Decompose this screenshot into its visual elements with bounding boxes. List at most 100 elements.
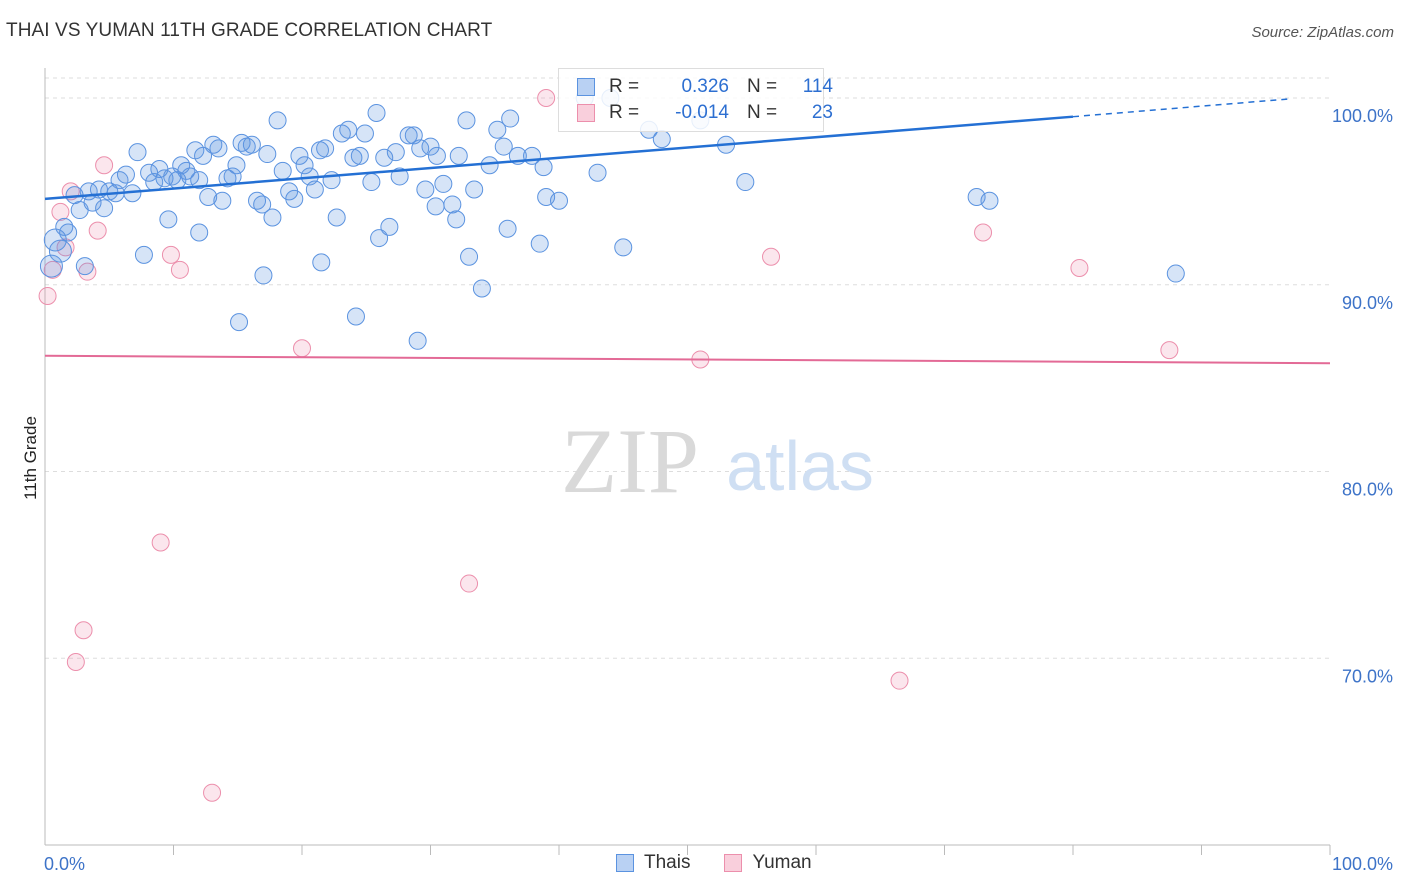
yuman-point [203, 783, 222, 802]
chart-title: THAI VS YUMAN 11TH GRADE CORRELATION CHA… [6, 20, 493, 41]
thais-point [404, 126, 423, 145]
legend-item-thais: Thais [616, 852, 690, 874]
thais-point [530, 234, 549, 253]
yuman-point [537, 89, 556, 108]
yuman-point [890, 671, 909, 690]
thais-point [447, 210, 466, 229]
yuman-point [161, 245, 180, 264]
thais-point [312, 253, 331, 272]
yuman-point [56, 238, 75, 257]
yuman-point [1070, 258, 1089, 277]
thais-point [75, 257, 94, 276]
legend-n-label: N = [747, 102, 778, 123]
thais-point [213, 191, 232, 210]
thais-trend-line [44, 115, 1074, 201]
yuman-point [74, 621, 93, 640]
thais-point [449, 146, 468, 165]
yuman-point [170, 260, 189, 279]
legend-r-value-yuman: -0.014 [675, 102, 729, 123]
thais-point [95, 199, 114, 218]
thais-point [472, 279, 491, 298]
thais-point [290, 146, 309, 165]
thais-point [273, 161, 292, 180]
thais-point [268, 111, 287, 130]
thais-point [305, 180, 324, 199]
thais-point [253, 195, 272, 214]
thais-point [980, 191, 999, 210]
yuman-point [1160, 341, 1179, 360]
thais-point [116, 165, 135, 184]
thais-point [39, 254, 63, 278]
thais-point [100, 182, 119, 201]
yuman-swatch [577, 104, 595, 122]
thais-swatch [577, 78, 595, 96]
watermark-atlas: atlas [726, 427, 874, 505]
y-tick-label: 90.0% [1342, 293, 1393, 313]
thais-point [443, 195, 462, 214]
thais-point [498, 219, 517, 238]
yuman-points [38, 89, 1179, 802]
yuman-point [151, 533, 170, 552]
yuman-point [762, 247, 781, 266]
y-tick-labels: 70.0% 80.0% 90.0% 100.0% [1332, 106, 1393, 686]
yuman-point [43, 260, 62, 279]
thais-point [355, 124, 374, 143]
y-tick-label: 100.0% [1332, 106, 1393, 126]
thais-point [209, 139, 228, 158]
yuman-point [293, 339, 311, 358]
yuman-point [66, 652, 85, 671]
yuman-trend-line [44, 354, 1331, 365]
thais-point [488, 120, 507, 139]
thais-point [254, 266, 273, 285]
thais-point [390, 167, 409, 186]
yuman-point [460, 574, 479, 593]
watermark: ZIP atlas [561, 410, 874, 512]
thais-point [421, 137, 440, 156]
thais-point [465, 180, 484, 199]
source-credit: Source: ZipAtlas.com [1251, 24, 1394, 41]
thais-point [534, 158, 553, 177]
thais-point [408, 331, 427, 350]
thais-point [550, 191, 568, 210]
thais-point [327, 208, 346, 227]
thais-point [427, 146, 446, 165]
thais-point [416, 180, 435, 199]
yuman-point [88, 221, 107, 240]
legend-n-value-yuman: 23 [811, 102, 833, 123]
yuman-legend-swatch [724, 854, 743, 872]
y-axis-label: 11th Grade [21, 416, 40, 500]
thais-point [199, 187, 218, 206]
series-legend: Thais Yuman [616, 852, 846, 874]
thais-point [380, 217, 399, 236]
legend-r-value-thais: 0.326 [681, 76, 729, 97]
thais-point [480, 156, 499, 175]
legend-r-label: R = [609, 102, 640, 123]
thais-point [227, 156, 246, 175]
yuman-point [974, 223, 993, 242]
thais-point [295, 156, 314, 175]
thais-point [339, 120, 358, 139]
thais-point [501, 109, 520, 128]
thais-point [344, 148, 363, 167]
thais-point [258, 145, 277, 164]
thais-point [230, 313, 249, 332]
trend-lines [44, 98, 1331, 365]
thais-point [1166, 264, 1185, 283]
thais-point [159, 210, 178, 229]
legend-r-label: R = [609, 76, 640, 97]
x-tick-label-max: 100.0% [1332, 854, 1393, 874]
thais-point [375, 148, 394, 167]
thais-point [386, 143, 405, 162]
thais-point [316, 139, 335, 158]
thais-point [242, 135, 261, 154]
thais-point [362, 173, 381, 192]
yuman-point [95, 156, 114, 175]
thais-point [190, 223, 209, 242]
thais-point [59, 223, 78, 242]
thais-point [190, 171, 209, 190]
x-ticks [173, 845, 1331, 855]
thais-points [39, 89, 1185, 350]
thais-point [285, 189, 304, 208]
thais-point [736, 173, 755, 192]
